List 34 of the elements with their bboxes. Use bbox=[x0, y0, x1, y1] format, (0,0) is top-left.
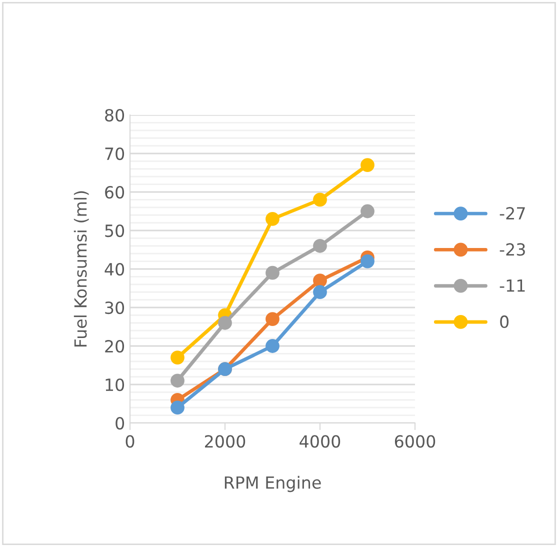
point bbox=[360, 254, 374, 268]
point bbox=[313, 238, 327, 253]
point bbox=[170, 350, 184, 364]
point bbox=[266, 312, 280, 326]
y-axis-title: Fuel Konsumsi (ml) bbox=[74, 191, 89, 346]
y-tick-label: 60 bbox=[105, 186, 124, 199]
x-tick-label: 0 bbox=[126, 435, 134, 448]
legend-label: 0 bbox=[500, 315, 509, 328]
point bbox=[266, 339, 280, 353]
y-tick-label: 80 bbox=[105, 108, 124, 122]
y-tick-label: 50 bbox=[105, 224, 124, 238]
point bbox=[266, 212, 280, 226]
y-tick-label: 0 bbox=[116, 416, 124, 430]
point bbox=[360, 158, 374, 172]
x-tick-label: 2000 bbox=[205, 435, 246, 448]
point bbox=[360, 204, 374, 218]
y-tick-label: 30 bbox=[105, 301, 124, 314]
point bbox=[313, 192, 327, 207]
point bbox=[313, 274, 327, 288]
y-tick-label: 10 bbox=[106, 378, 124, 392]
legend-label: -23 bbox=[500, 243, 525, 256]
y-tick-label: 70 bbox=[105, 147, 124, 160]
legend-label: -11 bbox=[500, 280, 525, 292]
point bbox=[266, 266, 280, 280]
legend-label: -27 bbox=[500, 207, 525, 220]
point bbox=[313, 285, 327, 300]
y-tick-label: 20 bbox=[105, 340, 124, 353]
point bbox=[170, 374, 184, 388]
point bbox=[218, 316, 232, 330]
x-axis-title: RPM Engine bbox=[224, 476, 321, 492]
y-tick-label: 40 bbox=[104, 262, 124, 276]
x-tick-label: 6000 bbox=[394, 435, 436, 448]
x-tick-label: 4000 bbox=[300, 435, 340, 448]
point bbox=[170, 400, 184, 415]
